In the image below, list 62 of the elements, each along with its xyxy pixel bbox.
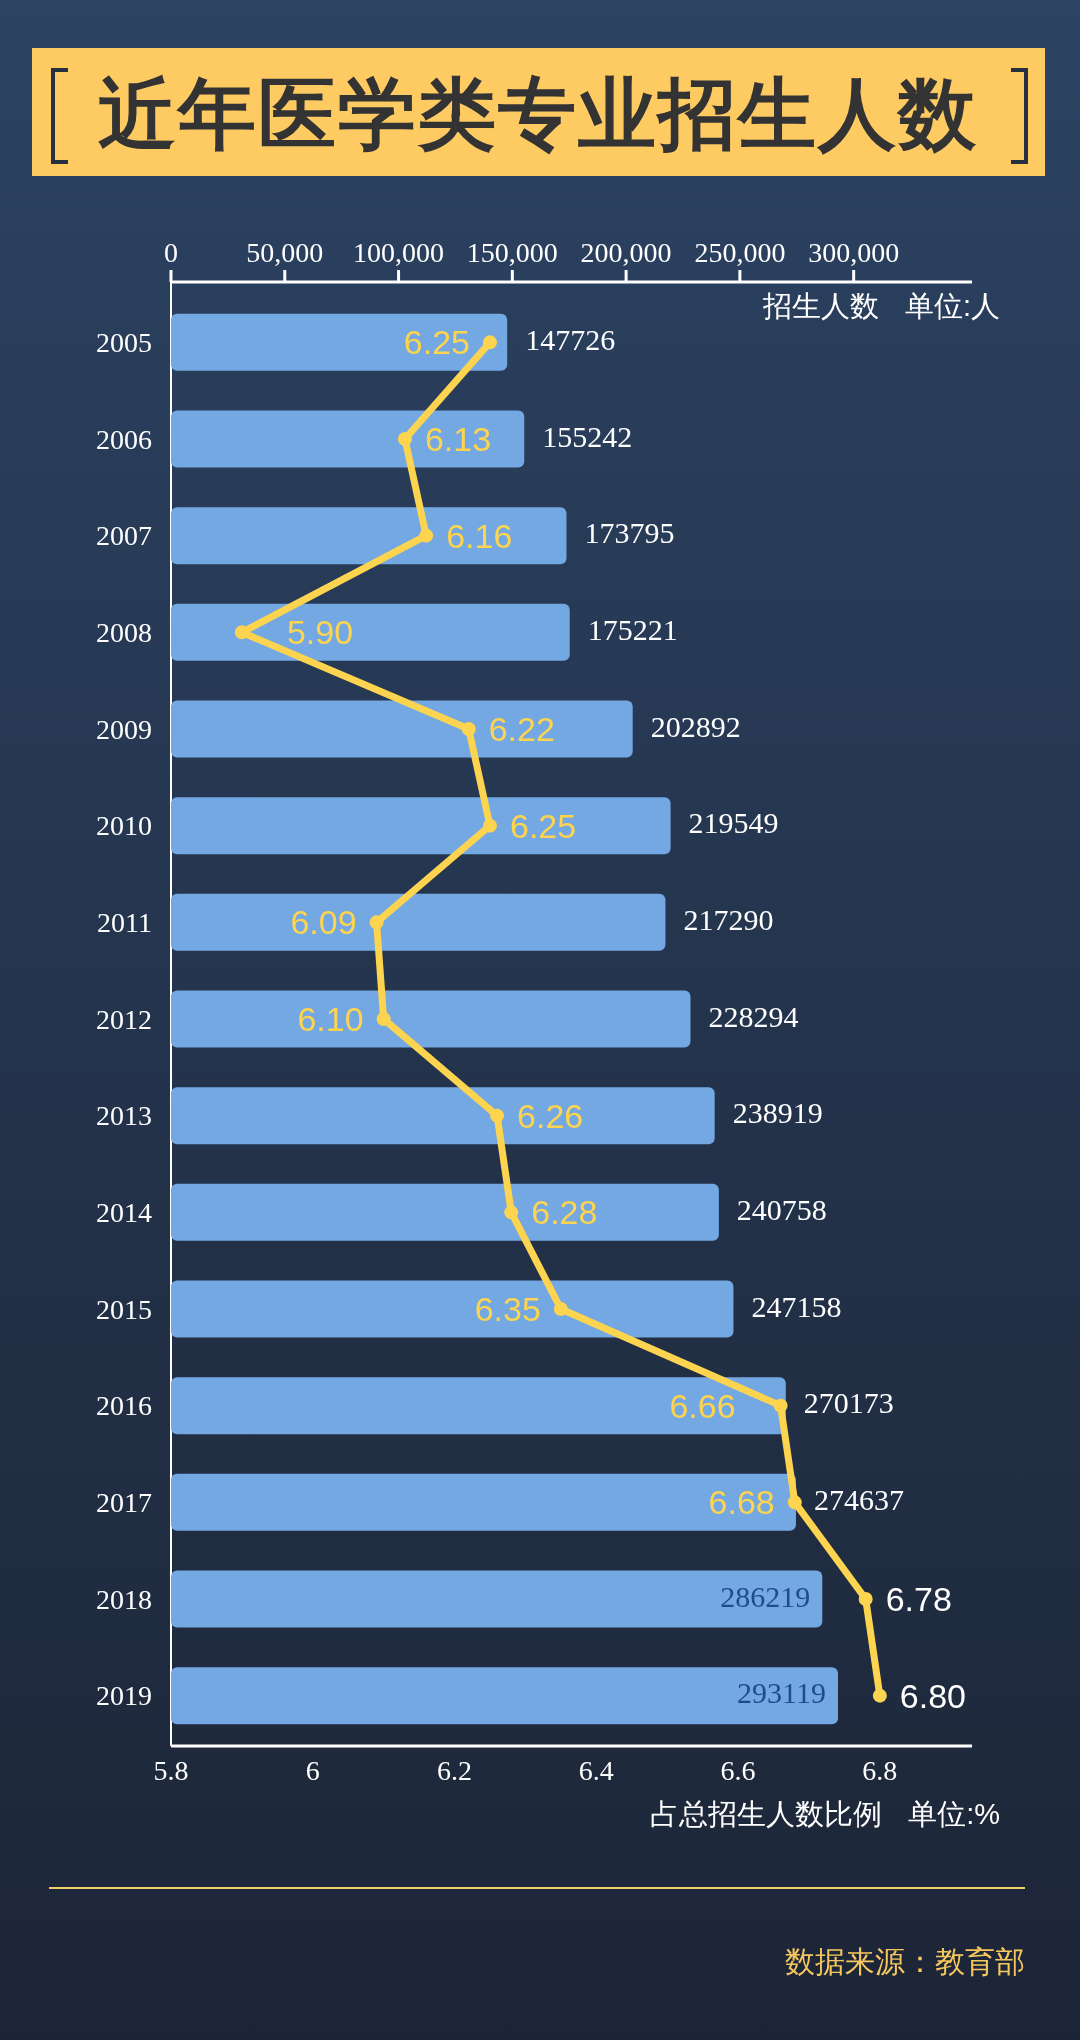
- data-label: 270173: [803, 1386, 894, 1420]
- x2-tick-label: 50,000: [246, 237, 324, 268]
- data-label: 6.25: [509, 806, 577, 845]
- x-tick-label: 6: [305, 1755, 320, 1786]
- y-tick-label: 2009: [96, 713, 152, 745]
- data-label: 202892: [650, 709, 741, 743]
- data-label: 219549: [688, 806, 779, 840]
- data-label: 147726: [525, 322, 616, 356]
- data-label: 155242: [542, 419, 633, 453]
- y-tick-label: 2010: [96, 810, 152, 842]
- chart-title: 近年医学类专业招生人数: [98, 70, 978, 158]
- x-tick-label: 6.6: [720, 1755, 756, 1786]
- data-label: 175221: [587, 612, 678, 646]
- y-tick-label: 2005: [96, 326, 152, 358]
- y-tick-label: 2007: [96, 520, 152, 552]
- source-note: 数据来源：教育部: [785, 1945, 1025, 1978]
- y-tick-label: 2012: [96, 1003, 152, 1035]
- data-label: 247158: [751, 1289, 842, 1323]
- x2-tick-label: 300,000: [808, 237, 900, 268]
- x2-tick-label: 200,000: [580, 237, 672, 268]
- data-label: 6.22: [488, 710, 555, 748]
- x-tick-label: 5.8: [153, 1755, 189, 1786]
- data-label: 6.35: [474, 1290, 541, 1328]
- data-label: 5.90: [286, 613, 354, 652]
- x2-tick-label: 100,000: [353, 237, 445, 268]
- data-label: 228294: [708, 999, 799, 1033]
- y-tick-label: 2019: [96, 1680, 152, 1712]
- data-label: 6.13: [424, 420, 492, 458]
- y-tick-label: 2015: [96, 1293, 152, 1325]
- data-label: 6.25: [403, 323, 470, 362]
- data-label: 274637: [813, 1482, 904, 1516]
- x-tick-label: 6.4: [578, 1755, 614, 1786]
- y-tick-label: 2016: [96, 1390, 152, 1422]
- data-label: 286219: [720, 1579, 811, 1613]
- data-label: 6.16: [446, 516, 513, 555]
- data-label: 238919: [732, 1096, 823, 1130]
- y-tick-label: 2017: [96, 1486, 152, 1518]
- x-axis-title: 占总招生人数比例 单位:%: [650, 1798, 1000, 1830]
- x2-axis-title: 招生人数 单位:人: [761, 290, 1000, 322]
- data-label: 240758: [736, 1192, 827, 1226]
- y-tick-label: 2008: [96, 616, 152, 648]
- x2-tick-label: 150,000: [466, 237, 558, 268]
- data-label: 6.68: [708, 1483, 775, 1522]
- data-label: 173795: [584, 516, 675, 550]
- x-tick-label: 6.8: [862, 1755, 898, 1786]
- data-label: 6.66: [669, 1386, 736, 1425]
- data-label: 6.28: [531, 1193, 598, 1232]
- data-label: 6.78: [885, 1580, 952, 1618]
- y-tick-label: 2006: [96, 423, 152, 455]
- y-tick-label: 2014: [96, 1196, 152, 1228]
- x2-tick-label: 0: [164, 237, 178, 268]
- x-tick-label: 6.2: [437, 1755, 473, 1786]
- y-tick-label: 2018: [96, 1583, 152, 1615]
- data-label: 6.09: [290, 903, 357, 942]
- y-tick-label: 2013: [96, 1100, 152, 1132]
- data-label: 6.80: [899, 1676, 967, 1715]
- data-label: 6.26: [517, 1096, 584, 1135]
- data-label: 293119: [737, 1676, 827, 1710]
- data-label: 217290: [683, 902, 774, 936]
- y-tick-label: 2011: [97, 906, 152, 938]
- data-label: 6.10: [297, 1000, 364, 1038]
- x2-tick-label: 250,000: [694, 237, 786, 268]
